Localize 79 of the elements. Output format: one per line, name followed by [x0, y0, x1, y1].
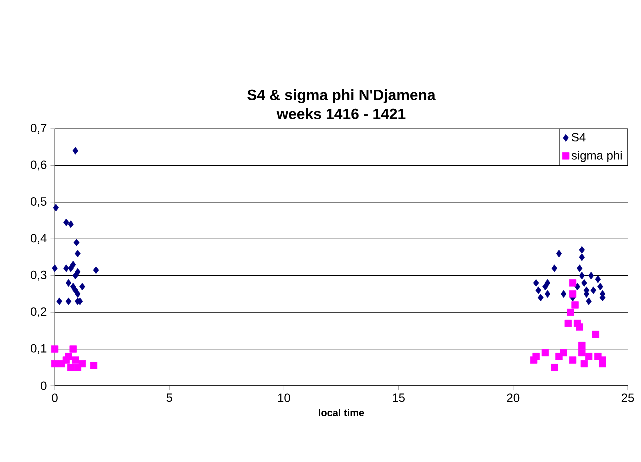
- x-tick-label: 0: [52, 394, 58, 402]
- x-tick-label: 10: [278, 394, 290, 402]
- x-tick-label: 25: [622, 394, 634, 402]
- point: [564, 320, 572, 328]
- point: [574, 283, 580, 291]
- chart-subtitle: weeks 1416 - 1421: [276, 108, 406, 120]
- point: [72, 286, 79, 294]
- y-tick-label: 0,4: [30, 234, 47, 244]
- point: [544, 290, 551, 298]
- point: [78, 360, 86, 368]
- point: [536, 286, 542, 294]
- point: [576, 324, 584, 331]
- y-tick-label: 0,6: [30, 160, 47, 171]
- point: [52, 264, 58, 272]
- point: [578, 349, 586, 357]
- legend-label: S4: [572, 133, 586, 142]
- point: [75, 268, 81, 276]
- point: [569, 290, 577, 298]
- point: [53, 204, 60, 212]
- point: [579, 272, 586, 280]
- point: [90, 362, 98, 370]
- y-tick-label: 0,2: [30, 308, 47, 318]
- point: [75, 250, 81, 258]
- point: [68, 220, 74, 228]
- x-tick-label: 20: [507, 394, 520, 402]
- point: [80, 283, 86, 291]
- point: [579, 246, 586, 254]
- point: [599, 356, 606, 364]
- point: [560, 349, 568, 357]
- point: [580, 360, 588, 368]
- y-tick-label: 0,5: [30, 197, 47, 208]
- point: [560, 290, 567, 298]
- point: [93, 266, 100, 274]
- y-tick-label: 0,1: [30, 344, 47, 354]
- point: [64, 218, 70, 226]
- point: [551, 364, 558, 372]
- point: [586, 298, 592, 306]
- point: [595, 276, 602, 284]
- point: [592, 330, 600, 338]
- chart-title: S4 & sigma phi N'Djamena: [248, 89, 436, 104]
- point: [585, 353, 593, 360]
- point: [542, 349, 550, 357]
- point: [588, 272, 594, 280]
- y-tick-label: 0,3: [30, 270, 47, 281]
- point: [572, 302, 579, 309]
- point: [66, 298, 72, 306]
- point: [66, 279, 72, 287]
- y-tick-label: 0: [41, 382, 47, 390]
- point: [538, 294, 544, 302]
- point: [533, 279, 540, 287]
- point: [579, 254, 586, 262]
- point: [72, 356, 80, 364]
- point: [576, 264, 583, 272]
- point: [51, 346, 59, 353]
- point: [72, 147, 79, 155]
- point: [578, 342, 586, 350]
- x-tick-label: 15: [393, 394, 405, 402]
- point: [556, 250, 562, 258]
- point: [598, 283, 604, 291]
- point: [552, 264, 558, 272]
- point: [65, 353, 72, 360]
- point: [68, 264, 74, 272]
- x-tick-label: 5: [166, 394, 172, 402]
- point: [582, 279, 588, 287]
- point: [569, 356, 577, 364]
- x-axis-title: local time: [319, 409, 364, 416]
- point: [532, 353, 540, 360]
- point: [67, 364, 75, 372]
- point: [569, 280, 577, 287]
- point: [544, 279, 551, 287]
- point: [56, 298, 62, 306]
- point: [70, 346, 77, 353]
- y-tick-label: 0,7: [30, 124, 47, 134]
- point: [590, 286, 597, 294]
- point: [64, 264, 70, 272]
- point: [51, 360, 59, 368]
- point: [567, 308, 574, 316]
- point: [74, 239, 80, 247]
- legend-label: sigma phi: [572, 151, 622, 162]
